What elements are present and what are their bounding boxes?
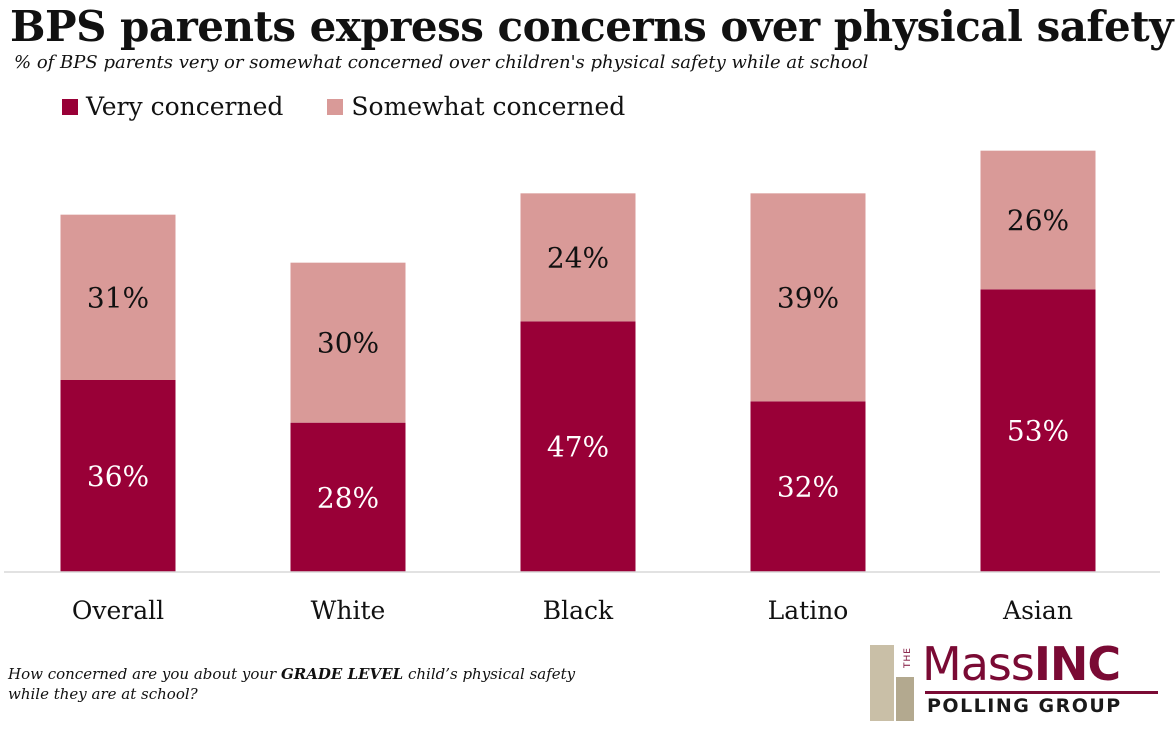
data-label-somewhat-white: 30%: [317, 327, 379, 360]
bar-somewhat-white: [290, 262, 406, 423]
x-tick-label-white: White: [311, 596, 386, 625]
footnote-emphasis: GRADE LEVEL: [281, 665, 404, 683]
bar-somewhat-asian: [980, 150, 1096, 290]
logo-wordmark: MassINC: [922, 637, 1121, 691]
data-label-somewhat-latino: 39%: [777, 281, 839, 314]
legend-swatch-very: [62, 98, 78, 115]
data-label-somewhat-overall: 31%: [87, 281, 149, 314]
legend-label-very: Very concerned: [86, 92, 284, 121]
bar-somewhat-overall: [60, 214, 176, 380]
logo-mass: Mass: [922, 637, 1035, 691]
footnote-prefix: How concerned are you about your: [8, 665, 281, 683]
data-label-very-black: 47%: [547, 431, 609, 464]
legend-item-very: Very concerned: [62, 92, 283, 121]
question-footnote: How concerned are you about your GRADE L…: [8, 664, 608, 704]
bar-somewhat-latino: [750, 193, 866, 402]
data-label-somewhat-asian: 26%: [1007, 204, 1069, 237]
logo-bar-tall: [870, 645, 894, 721]
chart-title: BPS parents express concerns over physic…: [10, 2, 1174, 51]
chart-subtitle: % of BPS parents very or somewhat concer…: [14, 52, 869, 73]
logo-bar-short: [896, 677, 914, 721]
bar-very-overall: [60, 380, 176, 572]
bar-somewhat-black: [520, 193, 636, 322]
x-tick-label-black: Black: [543, 596, 614, 625]
massinc-logo: THE MassINC POLLING GROUP: [870, 637, 1162, 723]
x-tick-label-latino: Latino: [768, 596, 849, 625]
bar-very-asian: [980, 289, 1096, 572]
bar-very-white: [290, 422, 406, 572]
data-label-very-overall: 36%: [87, 460, 149, 493]
logo-rule: [925, 691, 1158, 694]
chart-legend: Very concerned Somewhat concerned: [62, 92, 625, 121]
x-tick-label-asian: Asian: [1002, 596, 1073, 625]
bar-very-black: [520, 321, 636, 572]
footnote-suffix: child’s physical safety while they are a…: [8, 665, 576, 703]
data-label-very-white: 28%: [317, 481, 379, 514]
legend-item-somewhat: Somewhat concerned: [327, 92, 625, 121]
logo-polling-group: POLLING GROUP: [927, 695, 1122, 717]
legend-label-somewhat: Somewhat concerned: [351, 92, 626, 121]
x-tick-label-overall: Overall: [72, 596, 164, 625]
logo-the: THE: [903, 647, 913, 668]
logo-inc: INC: [1033, 637, 1121, 691]
legend-swatch-somewhat: [327, 98, 344, 115]
bar-very-latino: [750, 401, 866, 572]
data-label-very-asian: 53%: [1007, 415, 1069, 448]
data-label-very-latino: 32%: [777, 471, 839, 504]
data-label-somewhat-black: 24%: [547, 241, 609, 274]
